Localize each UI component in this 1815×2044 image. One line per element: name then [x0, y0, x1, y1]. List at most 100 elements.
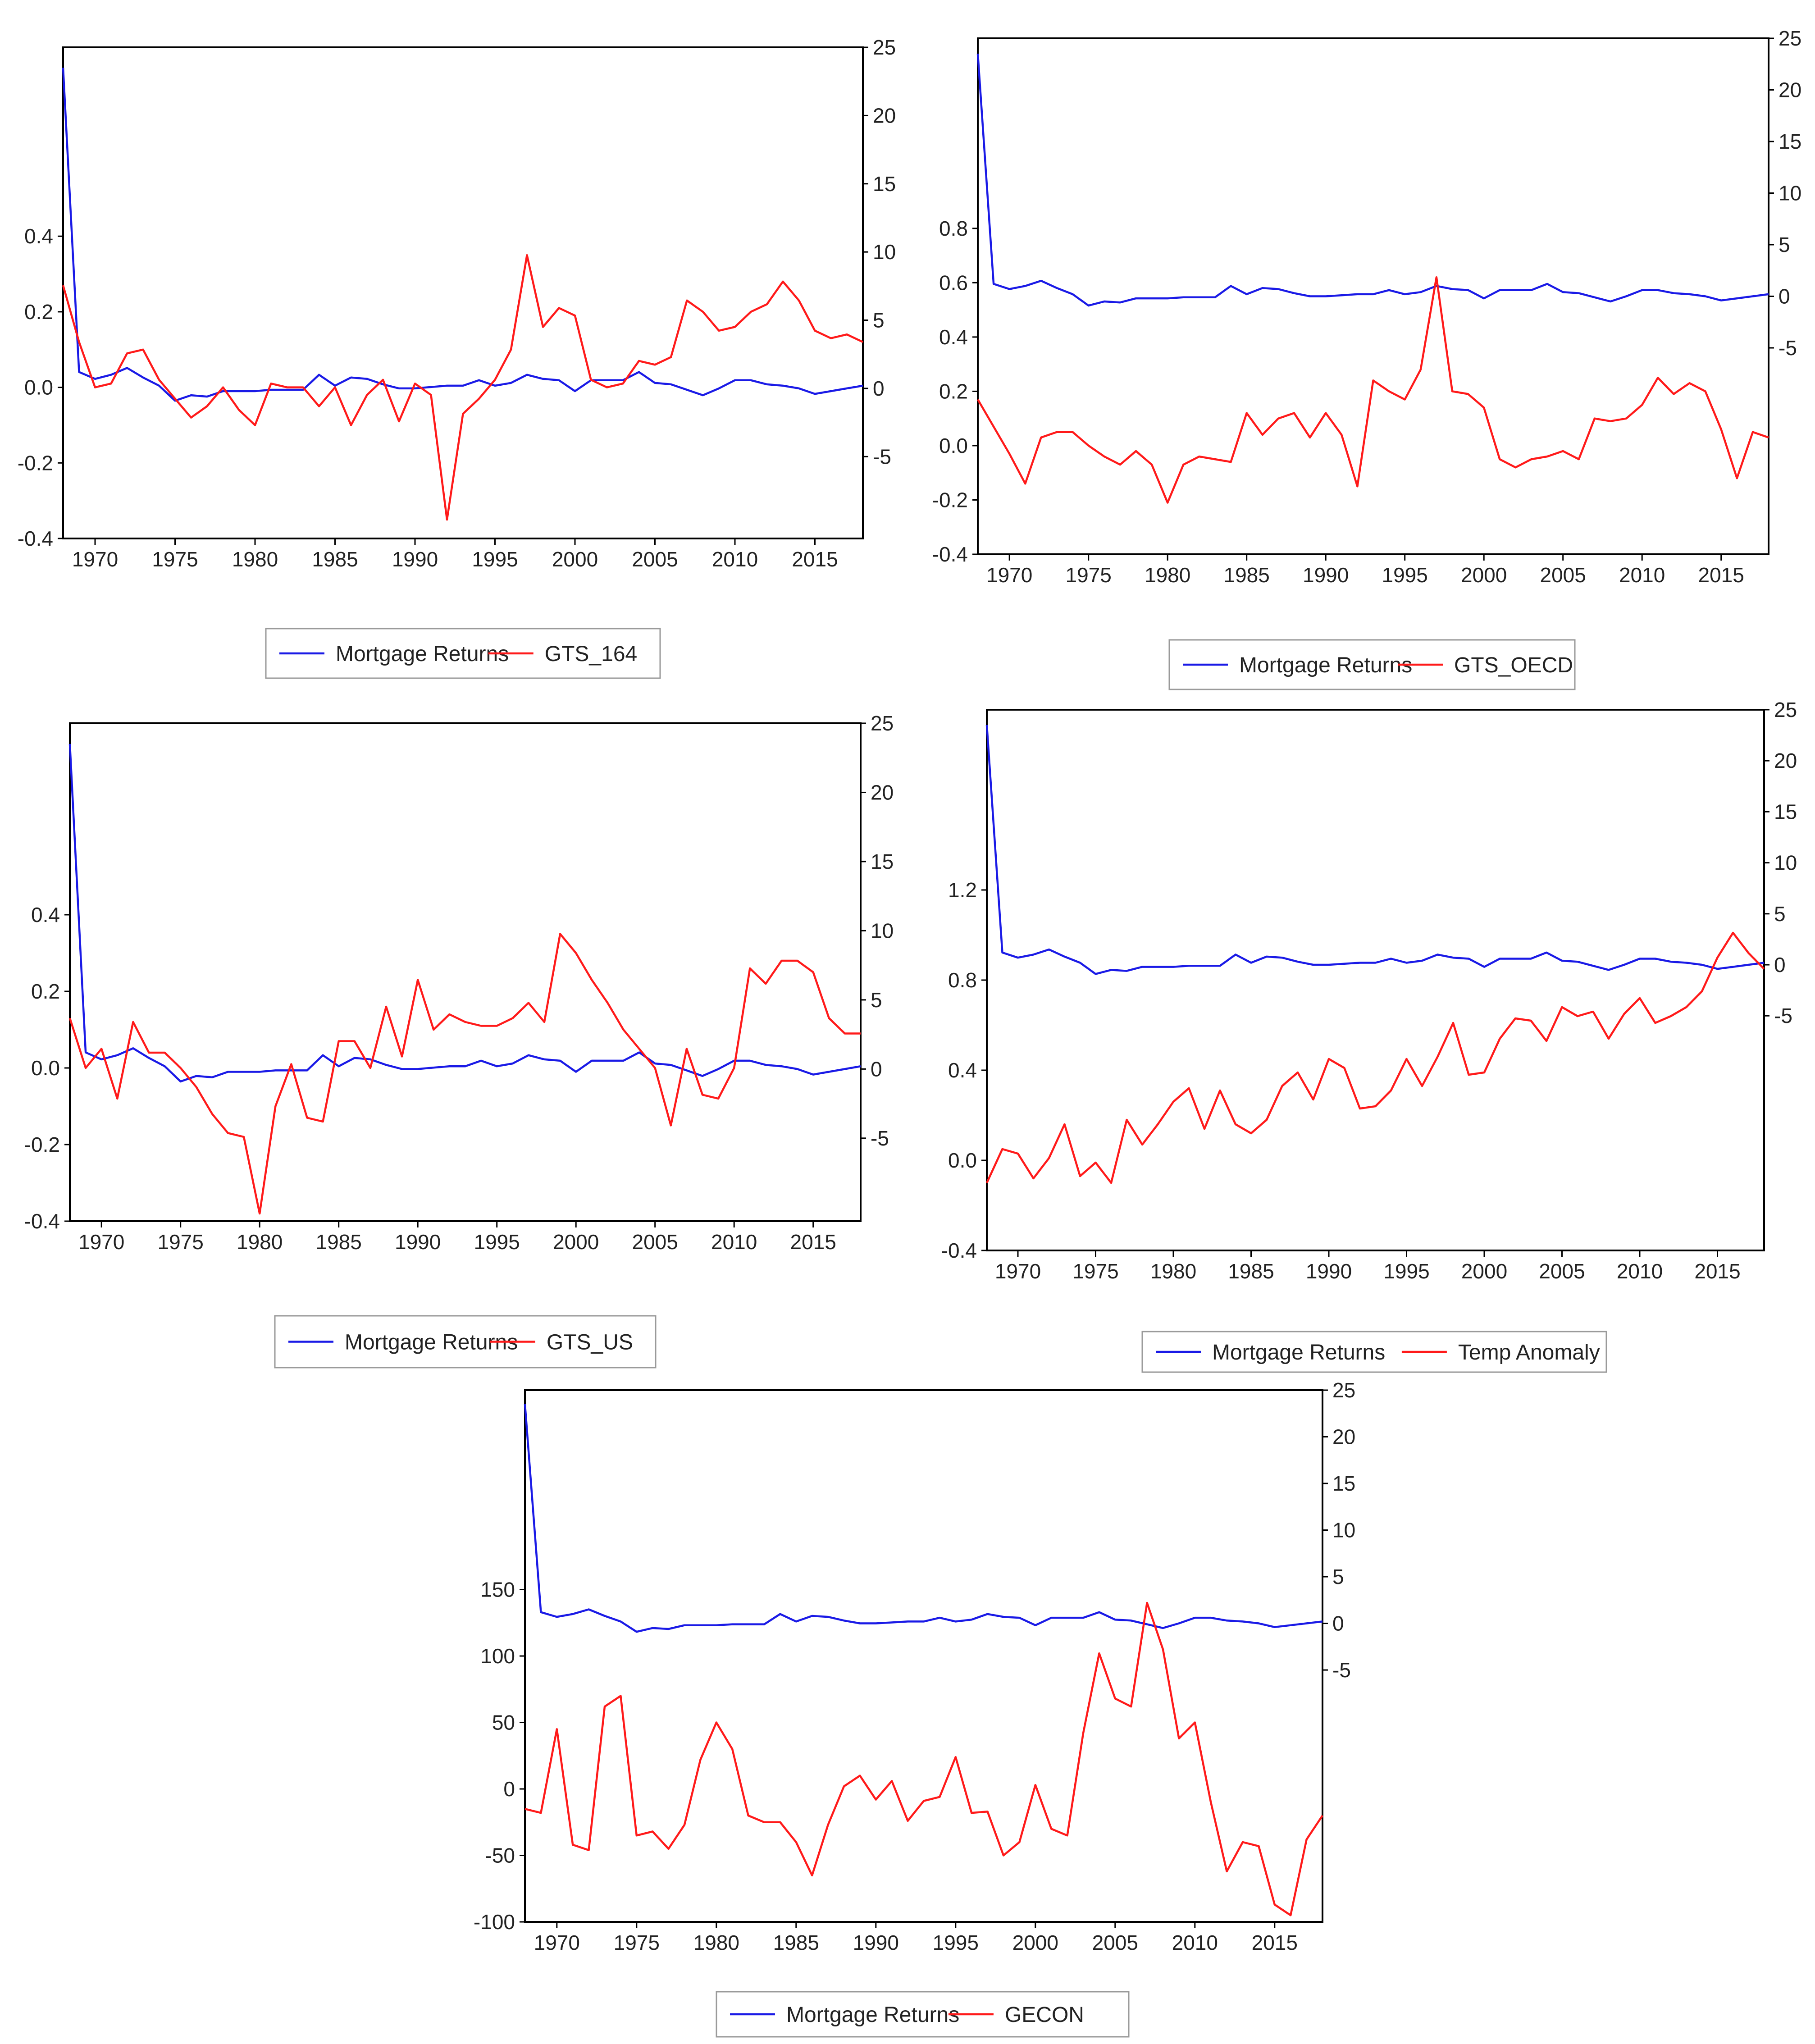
series-line-mortgage-returns	[524, 1404, 1323, 1633]
right-tick-label: 25	[1779, 27, 1801, 50]
chart-mortgage-vs-gts-us: 1970 1975 1980 1985 1990 1995 2000 2005 2010 2015…	[24, 712, 894, 1369]
left-tick-label: 0.4	[24, 224, 53, 248]
x-tick-label: 2005	[1539, 1259, 1585, 1283]
legend-box	[716, 1991, 1130, 2038]
left-tick-label: -100	[474, 1910, 515, 1934]
x-tick-label: 2010	[1619, 563, 1665, 587]
x-tick-label: 2000	[1012, 1931, 1058, 1954]
right-tick-label: 10	[1332, 1519, 1355, 1542]
legend-box	[265, 628, 661, 679]
left-tick-label: -0.2	[18, 451, 53, 474]
series-line-mortgage-returns	[985, 725, 1765, 975]
x-tick-label: 1995	[1383, 1259, 1429, 1283]
x-tick-label: 2015	[1694, 1259, 1740, 1283]
x-tick-label: 2005	[1092, 1931, 1138, 1954]
legend-label: Mortgage Returns	[345, 1331, 518, 1355]
x-tick-label: 2015	[1252, 1931, 1298, 1954]
left-tick-label: 0.0	[31, 1056, 60, 1080]
x-tick-label: 1970	[72, 548, 118, 571]
right-tick-label: -5	[873, 445, 891, 468]
right-tick-label: 20	[1779, 78, 1801, 102]
x-tick-label: 1975	[158, 1230, 204, 1254]
left-tick-label: 50	[492, 1711, 515, 1734]
left-tick-label: 0.0	[24, 376, 53, 399]
x-tick-label: 2015	[790, 1230, 836, 1254]
x-tick-label: 1985	[312, 548, 358, 571]
left-tick-label: 0.2	[24, 300, 53, 324]
x-tick-label: 2010	[712, 548, 758, 571]
left-tick-label: 150	[480, 1578, 515, 1601]
right-tick-label: 15	[1332, 1472, 1355, 1495]
left-tick-label: -0.2	[24, 1133, 60, 1156]
series-line-gts-oecd	[977, 276, 1769, 504]
right-tick-label: 15	[1774, 800, 1797, 823]
right-tick-label: 5	[1774, 902, 1786, 926]
left-tick-label: -0.2	[932, 488, 968, 511]
x-tick-label: 1970	[78, 1230, 124, 1254]
left-tick-label: -50	[485, 1844, 515, 1867]
x-tick-label: 1990	[392, 548, 438, 571]
left-tick-label: -0.4	[18, 527, 53, 550]
x-tick-label: 1975	[152, 548, 198, 571]
right-tick-label: 10	[1779, 182, 1801, 205]
series-line-mortgage-returns	[976, 54, 1769, 307]
x-tick-label: 1995	[1382, 563, 1428, 587]
x-tick-label: 1970	[986, 563, 1032, 587]
left-tick-label: 1.2	[948, 878, 977, 902]
legend-box	[1141, 1331, 1607, 1373]
plot-frame	[69, 722, 862, 1222]
x-tick-label: 1985	[773, 1931, 819, 1954]
x-tick-label: 1975	[614, 1931, 660, 1954]
right-tick-label: 0	[871, 1057, 882, 1081]
legend: Mortgage Returns GTS_US	[274, 1315, 657, 1369]
legend: Mortgage Returns GECON	[716, 1991, 1130, 2038]
right-tick-label: 0	[1332, 1612, 1344, 1635]
right-tick-label: 5	[1332, 1565, 1344, 1588]
x-tick-label: 2000	[1461, 1259, 1507, 1283]
series-line-gts-164	[62, 254, 863, 521]
legend-label: GTS_US	[547, 1331, 633, 1355]
left-tick-label: -0.4	[941, 1239, 977, 1262]
x-tick-label: 1975	[1072, 1259, 1118, 1283]
x-tick-label: 1990	[1303, 563, 1349, 587]
left-tick-label: 0.8	[939, 217, 968, 240]
left-tick-label: 100	[480, 1644, 515, 1668]
left-tick-label: 0.6	[939, 271, 968, 294]
series-line-gecon	[524, 1601, 1323, 1916]
chart-mortgage-vs-gecon: 1970 1975 1980 1985 1990 1995 2000 2005 2010 2015…	[474, 1378, 1355, 2038]
left-tick-label: 0.4	[31, 903, 60, 926]
right-tick-label: 15	[1779, 130, 1801, 153]
x-tick-label: 1990	[853, 1931, 899, 1954]
legend-label: Mortgage Returns	[1212, 1341, 1385, 1364]
x-tick-label: 1980	[237, 1230, 283, 1254]
legend-label: Mortgage Returns	[1239, 653, 1412, 677]
legend-label: Mortgage Returns	[786, 2003, 959, 2027]
series-line-mortgage-returns	[62, 68, 863, 402]
x-tick-label: 1970	[995, 1259, 1041, 1283]
x-tick-label: 1985	[1224, 563, 1270, 587]
right-tick-label: 25	[871, 712, 894, 735]
x-tick-label: 1970	[534, 1931, 580, 1954]
left-tick-label: 0.4	[939, 325, 968, 349]
right-tick-label: 0	[873, 377, 885, 400]
x-tick-label: 2015	[1698, 563, 1744, 587]
x-tick-label: 1995	[933, 1931, 979, 1954]
x-tick-label: 1980	[232, 548, 278, 571]
plot-frame	[62, 46, 864, 539]
x-tick-label: 2005	[632, 548, 678, 571]
x-tick-label: 1980	[693, 1931, 739, 1954]
right-tick-label: 25	[1774, 698, 1797, 721]
legend-label: Temp Anomaly	[1458, 1341, 1600, 1364]
right-tick-label: 5	[873, 309, 885, 332]
right-tick-label: -5	[1774, 1004, 1792, 1027]
right-tick-label: 0	[1779, 285, 1790, 308]
legend-box	[1168, 639, 1576, 690]
legend-label: GECON	[1005, 2003, 1084, 2027]
x-tick-label: 1995	[474, 1230, 520, 1254]
chart-mortgage-vs-gts-oecd: 1970 1975 1980 1985 1990 1995 2000 2005 2010 2015…	[932, 27, 1801, 690]
right-tick-label: -5	[1779, 336, 1797, 360]
right-tick-label: 5	[871, 988, 882, 1012]
x-tick-label: 2010	[1617, 1259, 1663, 1283]
left-tick-label: 0	[503, 1777, 515, 1801]
